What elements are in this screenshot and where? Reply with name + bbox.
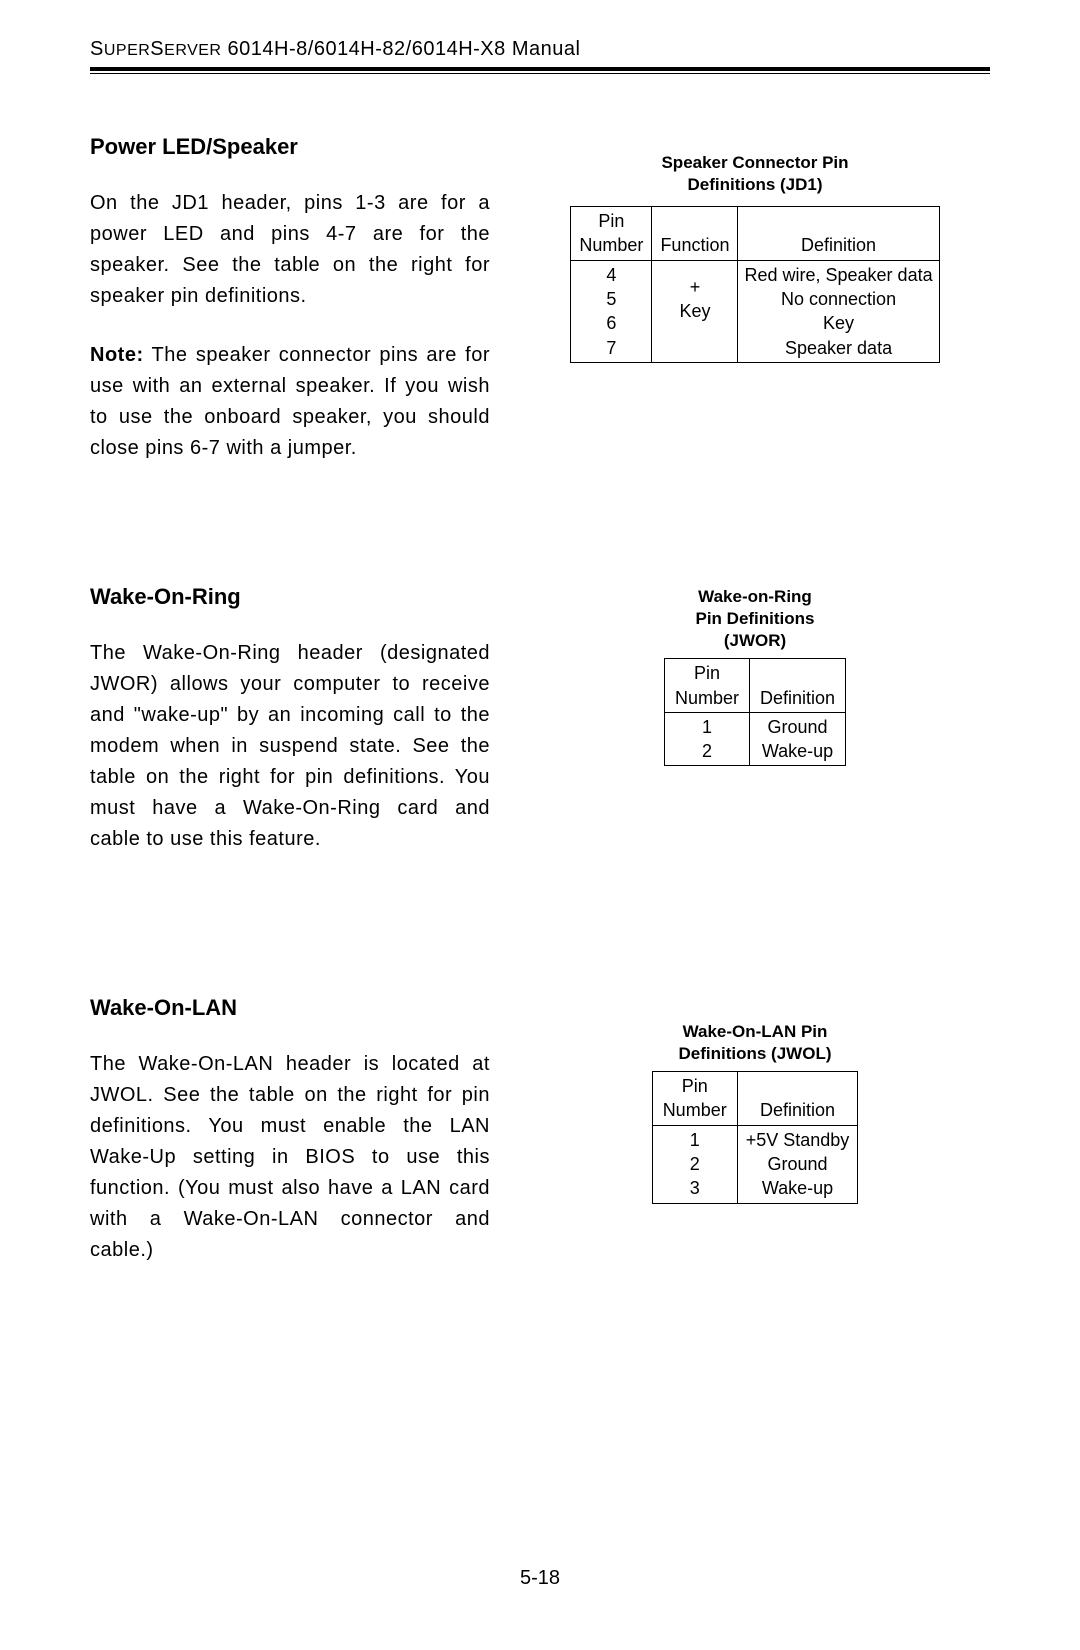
- t2-col1-cells: 1 2: [664, 712, 749, 766]
- manual-page: SUPERSERVER 6014H-8/6014H-82/6014H-X8 Ma…: [0, 0, 1080, 1650]
- header-rule-thick: [90, 67, 990, 71]
- table1-title: Speaker Connector Pin Definitions (JD1): [520, 152, 990, 196]
- section-wake-on-lan: Wake-On-LAN The Wake-On-LAN header is lo…: [90, 995, 990, 1266]
- t1-col1-header: PinNumber: [571, 207, 652, 261]
- running-header: SUPERSERVER 6014H-8/6014H-82/6014H-X8 Ma…: [90, 38, 990, 67]
- speaker-connector-table: PinNumber Function Definition 4 5 6 7: [570, 206, 939, 363]
- t1-col3-cells: Red wire, Speaker data No connection Key…: [738, 260, 939, 362]
- section3-title: Wake-On-LAN: [90, 995, 490, 1021]
- t2-col2-header: Definition: [749, 659, 845, 713]
- section2-para1: The Wake-On-Ring header (designated JWOR…: [90, 638, 490, 855]
- section2-table-column: Wake-on-Ring Pin Definitions (JWOR) PinN…: [520, 584, 990, 766]
- section-wake-on-ring: Wake-On-Ring The Wake-On-Ring header (de…: [90, 584, 990, 855]
- table3-title: Wake-On-LAN Pin Definitions (JWOL): [520, 1021, 990, 1065]
- header-rule-thin: [90, 73, 990, 74]
- t2-col2-cells: Ground Wake-up: [749, 712, 845, 766]
- table2-title: Wake-on-Ring Pin Definitions (JWOR): [520, 586, 990, 652]
- section3-table-column: Wake-On-LAN Pin Definitions (JWOL) PinNu…: [520, 995, 990, 1204]
- t1-col3-header: Definition: [738, 207, 939, 261]
- t3-col2-cells: +5V Standby Ground Wake-up: [737, 1125, 858, 1203]
- section2-text-column: Wake-On-Ring The Wake-On-Ring header (de…: [90, 584, 490, 855]
- section3-text-column: Wake-On-LAN The Wake-On-LAN header is lo…: [90, 995, 490, 1266]
- section3-para1: The Wake-On-LAN header is located at JWO…: [90, 1049, 490, 1266]
- note-label: Note:: [90, 344, 144, 366]
- section1-para2-text: The speaker connector pins are for use w…: [90, 344, 490, 459]
- section1-para2: Note: The speaker connector pins are for…: [90, 340, 490, 464]
- t3-col2-header: Definition: [737, 1072, 858, 1126]
- section-power-led-speaker: Power LED/Speaker On the JD1 header, pin…: [90, 134, 990, 464]
- t1-col2-cells: + Key: [652, 260, 738, 362]
- t3-col1-cells: 1 2 3: [652, 1125, 737, 1203]
- t1-col2-header: Function: [652, 207, 738, 261]
- section1-para1: On the JD1 header, pins 1-3 are for a po…: [90, 188, 490, 312]
- wake-on-ring-table: PinNumber Definition 1 2 Ground Wake-up: [664, 658, 846, 766]
- section1-text-column: Power LED/Speaker On the JD1 header, pin…: [90, 134, 490, 464]
- page-content: Power LED/Speaker On the JD1 header, pin…: [90, 134, 990, 1266]
- section1-table-column: Speaker Connector Pin Definitions (JD1) …: [520, 134, 990, 363]
- section2-title: Wake-On-Ring: [90, 584, 490, 610]
- t1-col1-cells: 4 5 6 7: [571, 260, 652, 362]
- page-number: 5-18: [0, 1567, 1080, 1590]
- wake-on-lan-table: PinNumber Definition 1 2 3 +5V Standby G…: [652, 1071, 859, 1203]
- section1-title: Power LED/Speaker: [90, 134, 490, 160]
- t3-col1-header: PinNumber: [652, 1072, 737, 1126]
- t2-col1-header: PinNumber: [664, 659, 749, 713]
- header-text: SUPERSERVER 6014H-8/6014H-82/6014H-X8 Ma…: [90, 38, 580, 60]
